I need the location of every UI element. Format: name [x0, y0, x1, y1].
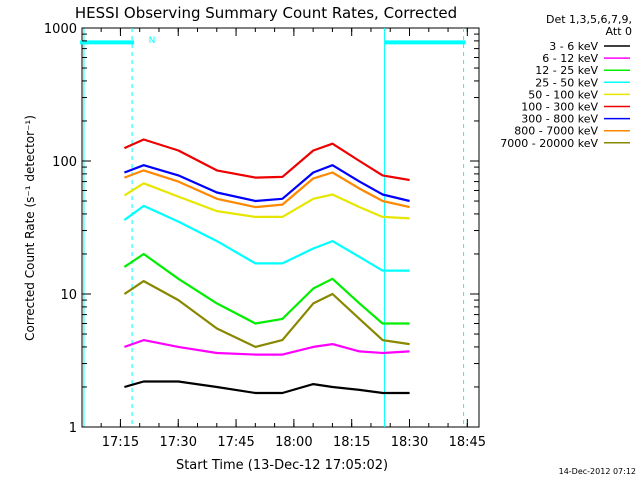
series-line-1 [124, 339, 410, 356]
series-line-5 [123, 138, 410, 182]
legend-label-2: 12 - 25 keV [535, 64, 598, 77]
legend-label-1: 6 - 12 keV [542, 52, 598, 65]
x-tick-label-3: 18:00 [275, 435, 312, 450]
series-line-2 [123, 252, 410, 325]
x-tick-label-4: 18:15 [333, 435, 370, 450]
y-tick-label-1: 10 [60, 288, 77, 303]
series-line-0 [124, 380, 410, 395]
legend-label-6: 300 - 800 keV [521, 113, 598, 126]
plot-frame [81, 27, 480, 428]
series-line-6 [124, 164, 410, 203]
x-tick-label-6: 18:45 [449, 435, 486, 450]
x-axis-ticks: 17:15 17:30 17:45 18:00 18:15 18:30 18:45 [100, 28, 486, 450]
legend-label-7: 800 - 7000 keV [514, 125, 598, 138]
x-axis-label: Start Time (13-Dec-12 17:05:02) [176, 458, 388, 473]
x-tick-label-1: 17:30 [160, 435, 197, 450]
night-flag-label: N [149, 36, 156, 46]
y-axis-label: Corrected Count Rate (s⁻¹ detector⁻¹) [23, 115, 37, 341]
legend-label-4: 50 - 100 keV [528, 88, 598, 101]
generated-timestamp: 14-Dec-2012 07:12 [559, 467, 636, 476]
legend-label-3: 25 - 50 keV [535, 76, 598, 89]
legend-label-5: 100 - 300 keV [521, 101, 598, 114]
legend-label-0: 3 - 6 keV [549, 40, 598, 53]
series-line-7 [124, 169, 410, 209]
y-axis-ticks: 1 10 100 1000 [44, 22, 479, 436]
x-tick-label-2: 17:45 [217, 435, 254, 450]
series-lines [123, 138, 410, 395]
series-line-3 [123, 204, 410, 272]
y-tick-label-3: 1000 [44, 22, 77, 37]
series-line-4 [123, 182, 410, 220]
x-tick-label-5: 18:30 [391, 435, 428, 450]
detector-info-line2: Att 0 [606, 25, 632, 38]
flag-markers [80, 28, 466, 427]
x-tick-label-0: 17:15 [102, 435, 139, 450]
detector-info-line1: Det 1,3,5,6,7,9, [546, 13, 632, 26]
chart-title: HESSI Observing Summary Count Rates, Cor… [75, 4, 457, 22]
legend-label-8: 7000 - 20000 keV [500, 137, 598, 150]
series-line-8 [123, 280, 410, 348]
y-tick-label-0: 1 [69, 421, 77, 436]
y-tick-label-2: 100 [52, 155, 77, 170]
